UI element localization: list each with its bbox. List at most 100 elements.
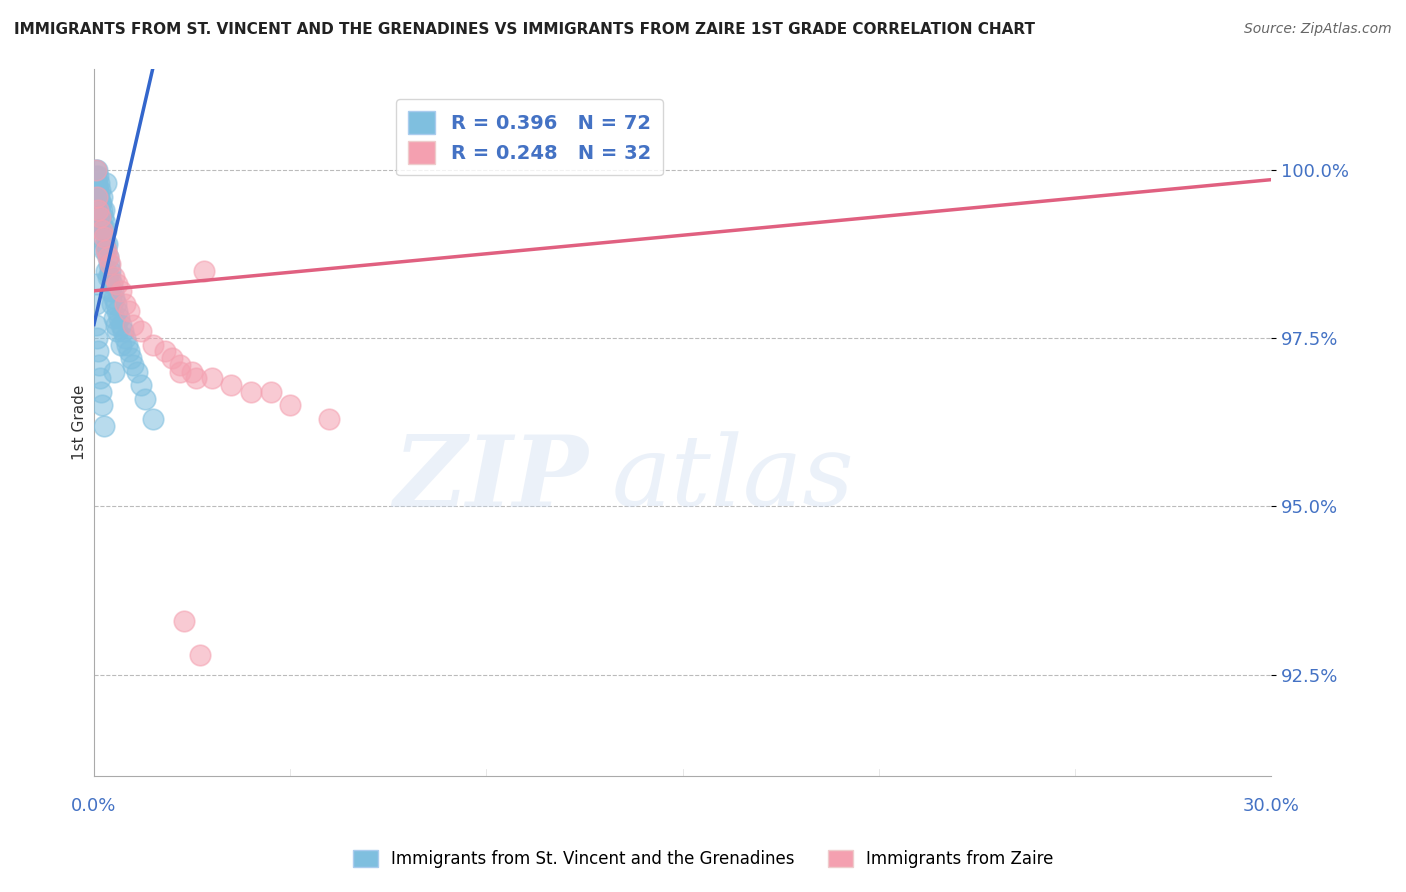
Point [87, 344, 110, 359]
Point [259, 384, 281, 399]
Point [93, 223, 115, 237]
Point [96, 236, 118, 251]
Point [84, 162, 107, 177]
Point [129, 378, 152, 392]
Point [98, 263, 121, 277]
Text: atlas: atlas [612, 431, 855, 526]
Point [89, 210, 111, 224]
Point [86, 176, 108, 190]
Point [87, 202, 110, 217]
Point [90, 398, 112, 412]
Point [318, 412, 340, 426]
Point [101, 284, 124, 298]
Point [100, 297, 122, 311]
Point [142, 412, 165, 426]
Point [219, 378, 242, 392]
Point [193, 263, 215, 277]
Point [110, 337, 132, 351]
Point [169, 358, 191, 372]
Point [90, 217, 112, 231]
Point [93, 202, 115, 217]
Point [94, 217, 117, 231]
Point [107, 304, 129, 318]
Point [87, 202, 110, 217]
Point [84, 318, 107, 332]
Point [188, 648, 211, 662]
Text: ZIP: ZIP [394, 431, 588, 527]
Point [122, 318, 145, 332]
Point [108, 310, 131, 325]
Point [89, 183, 111, 197]
Point [87, 169, 110, 184]
Text: 30.0%: 30.0% [1243, 797, 1299, 814]
Point [112, 324, 135, 338]
Point [239, 384, 262, 399]
Point [93, 230, 115, 244]
Point [162, 351, 184, 366]
Text: 0.0%: 0.0% [72, 797, 117, 814]
Point [89, 210, 111, 224]
Point [98, 284, 121, 298]
Point [90, 196, 112, 211]
Point [89, 371, 111, 385]
Point [86, 162, 108, 177]
Point [84, 169, 107, 184]
Y-axis label: 1st Grade: 1st Grade [72, 384, 87, 460]
Point [142, 337, 165, 351]
Point [93, 418, 115, 433]
Point [94, 244, 117, 258]
Point [87, 196, 110, 211]
Point [84, 297, 107, 311]
Point [91, 210, 114, 224]
Point [110, 284, 132, 298]
Legend: R = 0.396   N = 72, R = 0.248   N = 32: R = 0.396 N = 72, R = 0.248 N = 32 [396, 100, 662, 176]
Point [127, 365, 149, 379]
Point [98, 257, 121, 271]
Point [118, 304, 141, 318]
Point [94, 244, 117, 258]
Point [184, 371, 207, 385]
Point [129, 324, 152, 338]
Point [86, 189, 108, 203]
Point [110, 318, 132, 332]
Point [117, 337, 139, 351]
Point [114, 297, 136, 311]
Point [93, 244, 115, 258]
Point [94, 236, 117, 251]
Point [181, 365, 204, 379]
Point [97, 257, 120, 271]
Point [134, 392, 156, 406]
Point [87, 183, 110, 197]
Point [107, 324, 129, 338]
Point [90, 223, 112, 237]
Point [94, 176, 117, 190]
Text: Source: ZipAtlas.com: Source: ZipAtlas.com [1244, 22, 1392, 37]
Point [278, 398, 301, 412]
Text: IMMIGRANTS FROM ST. VINCENT AND THE GRENADINES VS IMMIGRANTS FROM ZAIRE 1ST GRAD: IMMIGRANTS FROM ST. VINCENT AND THE GREN… [14, 22, 1035, 37]
Point [97, 250, 120, 264]
Legend: Immigrants from St. Vincent and the Grenadines, Immigrants from Zaire: Immigrants from St. Vincent and the Gren… [346, 843, 1060, 875]
Point [103, 270, 125, 285]
Point [97, 270, 120, 285]
Point [153, 344, 176, 359]
Point [97, 250, 120, 264]
Point [87, 210, 110, 224]
Point [169, 365, 191, 379]
Point [87, 176, 110, 190]
Point [100, 277, 122, 291]
Point [90, 189, 112, 203]
Point [103, 291, 125, 305]
Point [122, 358, 145, 372]
Point [104, 297, 127, 311]
Point [91, 230, 114, 244]
Point [84, 183, 107, 197]
Point [90, 202, 112, 217]
Point [107, 277, 129, 291]
Point [104, 318, 127, 332]
Point [87, 189, 110, 203]
Point [201, 371, 224, 385]
Point [103, 365, 125, 379]
Point [86, 331, 108, 345]
Point [87, 358, 110, 372]
Point [118, 344, 141, 359]
